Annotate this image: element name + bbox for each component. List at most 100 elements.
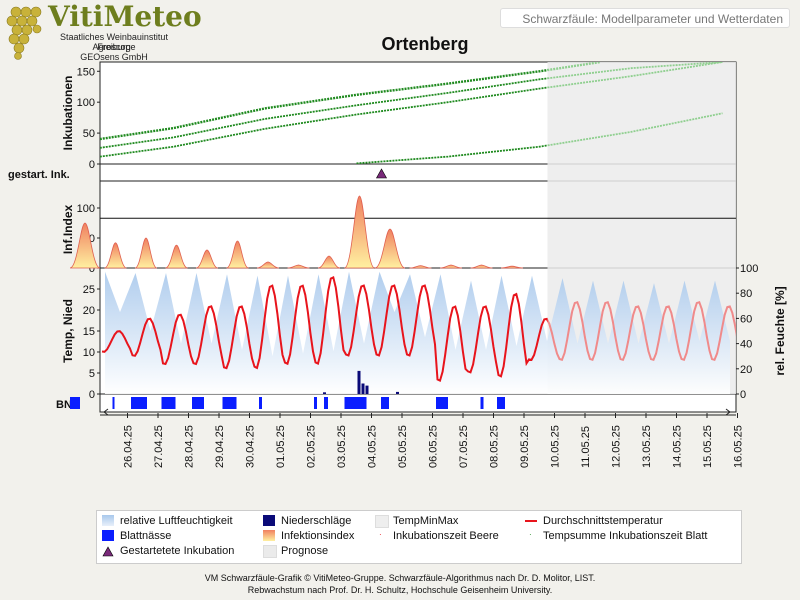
inc-tick-label: 100: [77, 97, 95, 109]
date-tick-label: 11.05.25: [580, 426, 592, 468]
leaf-wetness-bar: [259, 397, 262, 409]
scroll-right-icon: [716, 408, 731, 416]
leaf-wetness-bar: [112, 397, 115, 409]
date-tick-label: 15.05.25: [702, 425, 714, 468]
date-tick-label: 30.04.25: [245, 425, 257, 468]
infection-index-peak: [317, 255, 341, 269]
date-tick-label: 03.05.25: [336, 425, 348, 468]
precipitation-bar: [357, 370, 361, 394]
temp-axis-label: Temp, Nied: [61, 299, 75, 363]
incubation-line: [356, 144, 548, 164]
infection-index-peak: [134, 237, 158, 269]
humidity-axis-label: rel. Feuchte [%]: [773, 286, 787, 375]
humidity-tick-label: 20: [740, 364, 752, 376]
date-tick-label: 14.05.25: [672, 425, 684, 468]
header-box: Schwarzfäule: Modellparameter und Wetter…: [500, 8, 790, 28]
date-tick-label: 12.05.25: [611, 425, 623, 468]
scroll-left-icon: [103, 408, 118, 416]
date-tick-label: 26.04.25: [123, 425, 135, 468]
legend-label: Niederschläge: [281, 515, 352, 527]
incubation-line: [100, 86, 548, 158]
leaf-wetness-bar: [436, 397, 448, 409]
date-tick-label: 02.05.25: [306, 425, 318, 468]
precip-legend-icon: [263, 515, 275, 526]
leafwet-legend-icon: [102, 530, 114, 541]
inc-axis-label: Inkubationen: [61, 76, 75, 151]
leaf-wetness-bar: [480, 397, 484, 409]
inc-tick-label: 150: [77, 66, 95, 78]
legend-label: Tempsumme Inkubationszeit Blatt: [543, 530, 708, 542]
avg-temperature-line-forecast: [547, 300, 736, 362]
leaf-wetness-bar: [381, 397, 389, 409]
inf-axis-label: Inf.Index: [61, 205, 75, 255]
infection-index-peak: [226, 240, 249, 269]
legend-label: Inkubationszeit Beere: [393, 530, 499, 542]
temp-tick-label: 0: [89, 389, 95, 401]
legend-label: Gestartetete Inkubation: [120, 545, 235, 557]
temp-tick-label: 25: [83, 284, 95, 296]
temp-tick-label: 10: [83, 347, 95, 359]
humidity-tick-label: 80: [740, 288, 752, 300]
date-tick-label: 06.05.25: [428, 425, 440, 468]
incubation-line: [100, 77, 548, 149]
infection-index-peak: [165, 244, 188, 269]
logo-line-3: GEOsens GmbH: [80, 52, 148, 62]
precipitation-bar: [396, 391, 399, 394]
leaf-wetness-bar: [161, 397, 176, 409]
infection-index-peak: [256, 261, 280, 269]
forecast-legend-icon: [263, 545, 277, 558]
legend: relative Luftfeuchtigkeit Niederschläge Te…: [96, 510, 742, 564]
logo-line-1: Staatliches Weinbauinstitut Freiburg: [60, 32, 168, 52]
inf-tick-label: 0: [89, 263, 95, 275]
temp-tick-label: 20: [83, 305, 95, 317]
inf-tick-label: 100: [77, 203, 95, 215]
footer-line-1: VM Schwarzfäule-Grafik © VitiMeteo-Grupp…: [204, 573, 596, 583]
leaf-wetness-bar: [222, 397, 237, 409]
triangle-legend-icon: [102, 545, 114, 557]
legend-label: Blattnässe: [120, 530, 172, 542]
precipitation-bar: [361, 383, 365, 394]
date-tick-label: 08.05.25: [489, 425, 501, 468]
infection-index-peak: [195, 249, 219, 269]
date-tick-label: 07.05.25: [458, 425, 470, 468]
leaf-wetness-bar: [70, 397, 80, 409]
date-tick-label: 01.05.25: [275, 425, 287, 468]
legend-label: relative Luftfeuchtigkeit: [120, 515, 233, 527]
date-tick-label: 28.04.25: [184, 425, 196, 468]
legend-label: Durchschnittstemperatur: [543, 515, 663, 527]
legend-label: Infektionsindex: [281, 530, 355, 542]
inc-tick-label: 50: [83, 128, 95, 140]
footer-line-2: Rebwachstum nach Prof. Dr. H. Schultz, H…: [247, 585, 553, 595]
started-incubation-marker: [375, 168, 388, 179]
infection-index-peak: [104, 242, 127, 269]
humidity-tick-label: 100: [740, 263, 758, 275]
precipitation-bar: [323, 392, 326, 394]
date-tick-label: 13.05.25: [641, 425, 653, 468]
leaf-wetness-bar: [131, 397, 147, 409]
humidity-legend-icon: [102, 515, 114, 526]
leaf-wetness-axis-label: BN: [56, 399, 72, 411]
infection-index-peak: [439, 264, 463, 269]
date-tick-label: 29.04.25: [214, 425, 226, 468]
date-tick-label: 10.05.25: [550, 425, 562, 468]
leaf-wetness-bar: [324, 397, 328, 409]
berry-legend-icon: ·: [379, 530, 382, 539]
date-tick-label: 09.05.25: [519, 425, 531, 468]
logo-title: VitiMeteo: [48, 0, 202, 33]
legend-label: Prognose: [281, 545, 329, 557]
grape-icon: [6, 6, 42, 60]
infection-index-peak: [470, 264, 493, 269]
started-axis-label: gestart. Ink.: [8, 169, 70, 181]
infection-index-peak: [69, 222, 101, 269]
tempminmax-legend-icon: [375, 515, 389, 528]
leaf-legend-icon: ·: [529, 530, 532, 539]
humidity-area: [105, 271, 730, 394]
legend-label: TempMinMax: [393, 515, 459, 527]
date-tick-label: 05.05.25: [397, 425, 409, 468]
temp-tick-label: 5: [89, 368, 95, 380]
infection-index-peak: [287, 264, 310, 269]
vitimeteo-logo: VitiMeteo Staatliches Weinbauinstitut Fr…: [4, 0, 202, 62]
leaf-wetness-bar: [497, 397, 505, 409]
avgtemp-legend-icon: [525, 520, 537, 522]
